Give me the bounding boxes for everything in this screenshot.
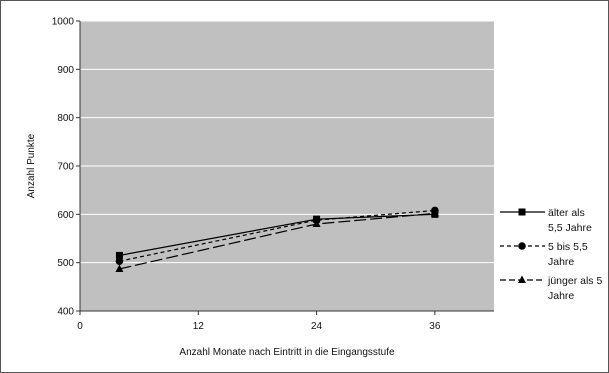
x-tick-label: 0: [77, 321, 83, 332]
y-tick-labels: 400 500 600 700 800 900 1000: [52, 17, 75, 318]
y-axis-title: Anzahl Punkte: [26, 133, 37, 198]
legend-marker: [518, 208, 526, 216]
x-tick-label: 36: [429, 321, 441, 332]
data-point-square: [115, 251, 123, 259]
data-point-triangle: [115, 264, 124, 272]
y-tick-label: 900: [57, 65, 74, 76]
legend-marker: [518, 275, 526, 283]
data-point-triangle: [312, 219, 321, 227]
series-line: [119, 209, 435, 262]
y-tick-label: 600: [57, 210, 74, 221]
series-layer: [115, 206, 439, 272]
y-tick-label: 700: [57, 162, 74, 173]
x-tick-label: 12: [193, 321, 205, 332]
legend-label: 5 bis 5,5: [548, 241, 588, 253]
legend-label: 5,5 Jahre: [548, 222, 592, 234]
data-point-triangle: [430, 208, 439, 217]
x-tick-label: 24: [311, 321, 323, 332]
legend-label: Jahre: [548, 256, 574, 268]
legend-marker: [518, 242, 526, 250]
legend-label: jünger als 5: [547, 275, 602, 287]
y-tick-label: 400: [57, 307, 74, 318]
y-tick-label: 1000: [52, 17, 75, 28]
legend: älter als 5,5 Jahre 5 bis 5,5 Jahre jünger a…: [500, 207, 602, 302]
x-tick-labels: 0 12 24 36: [77, 311, 441, 332]
axes: [79, 21, 494, 312]
x-axis-title: Anzahl Monate nach Eintritt in die Einga…: [179, 347, 395, 358]
data-point-circle: [115, 257, 124, 266]
y-tick-label: 800: [57, 113, 74, 124]
y-tick-label: 500: [57, 258, 74, 269]
legend-label: Jahre: [548, 290, 574, 302]
legend-label: älter als: [548, 207, 585, 219]
